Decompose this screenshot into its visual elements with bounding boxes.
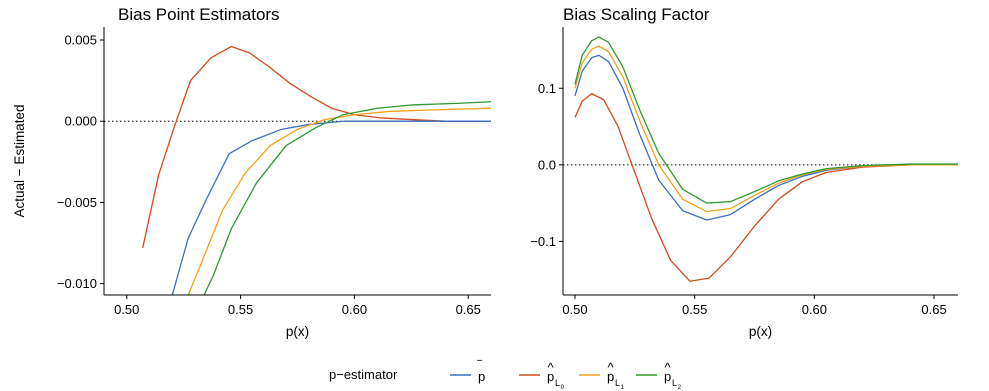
- legend-subscript: L: [672, 378, 677, 388]
- series-line-L1: [187, 107, 491, 295]
- x-tick-label: 0.55: [228, 302, 253, 317]
- legend-accent-hat: ^: [608, 360, 615, 375]
- series-line-pbar: [574, 54, 958, 221]
- legend-accent-hat: ^: [548, 360, 555, 375]
- series-line-L0: [142, 45, 491, 249]
- legend-entry-L0: p^L 0: [519, 360, 565, 391]
- x-tick-label: 0.55: [682, 302, 707, 317]
- x-tick-label: 0.50: [114, 302, 139, 317]
- series-line-L1: [574, 45, 958, 213]
- legend-symbol: p: [478, 369, 485, 384]
- x-tick-label: 0.65: [921, 302, 946, 317]
- legend-accent-bar: ‾: [477, 358, 483, 373]
- legend: p−estimator p‾p^L 0p^L 1p^L 2: [329, 358, 682, 391]
- legend-sub-subscript: 2: [678, 384, 682, 391]
- legend-accent-hat: ^: [665, 360, 672, 375]
- chart-title: Bias Point Estimators: [118, 5, 280, 24]
- legend-sub-subscript: 1: [621, 384, 625, 391]
- y-tick-label: 0.000: [64, 114, 97, 129]
- series-line-pbar: [171, 120, 491, 295]
- x-tick-label: 0.65: [456, 302, 481, 317]
- x-tick-label: 0.60: [802, 302, 827, 317]
- y-tick-label: 0.005: [64, 32, 97, 47]
- legend-sub-subscript: 0: [561, 384, 565, 391]
- legend-subscript: L: [615, 378, 620, 388]
- series-line-L0: [574, 92, 958, 282]
- x-tick-label: 0.50: [562, 302, 587, 317]
- y-tick-label: −0.005: [57, 195, 97, 210]
- legend-entry-pbar: p‾: [450, 358, 485, 384]
- x-axis-label: p(x): [286, 324, 309, 339]
- y-axis-label: Actual − Estimated: [12, 105, 27, 218]
- legend-title: p−estimator: [329, 367, 398, 382]
- y-tick-label: −0.010: [57, 276, 97, 291]
- legend-symbol: p: [607, 369, 614, 384]
- legend-entry-L1: p^L 1: [579, 360, 625, 391]
- y-tick-label: −0.1: [530, 234, 556, 249]
- chart-title: Bias Scaling Factor: [563, 5, 710, 24]
- series-group: [574, 36, 958, 282]
- y-tick-label: 0.1: [538, 81, 556, 96]
- legend-symbol: p: [547, 369, 554, 384]
- x-tick-label: 0.60: [342, 302, 367, 317]
- series-group: [142, 45, 491, 295]
- legend-subscript: L: [555, 378, 560, 388]
- legend-entry-L2: p^L 2: [636, 360, 682, 391]
- y-tick-label: 0.0: [538, 157, 556, 172]
- panel-bias-scaling-factor: Bias Scaling Factor 0.50 0.55 0.60 0.65 −0.1 0…: [530, 5, 958, 339]
- series-line-L2: [574, 36, 958, 204]
- legend-symbol: p: [664, 369, 671, 384]
- panel-bias-point-estimators: Bias Point Estimators 0.50 0.55 0.60 0.65 −0.…: [12, 5, 491, 339]
- x-axis-label: p(x): [749, 324, 772, 339]
- series-line-L2: [203, 101, 491, 295]
